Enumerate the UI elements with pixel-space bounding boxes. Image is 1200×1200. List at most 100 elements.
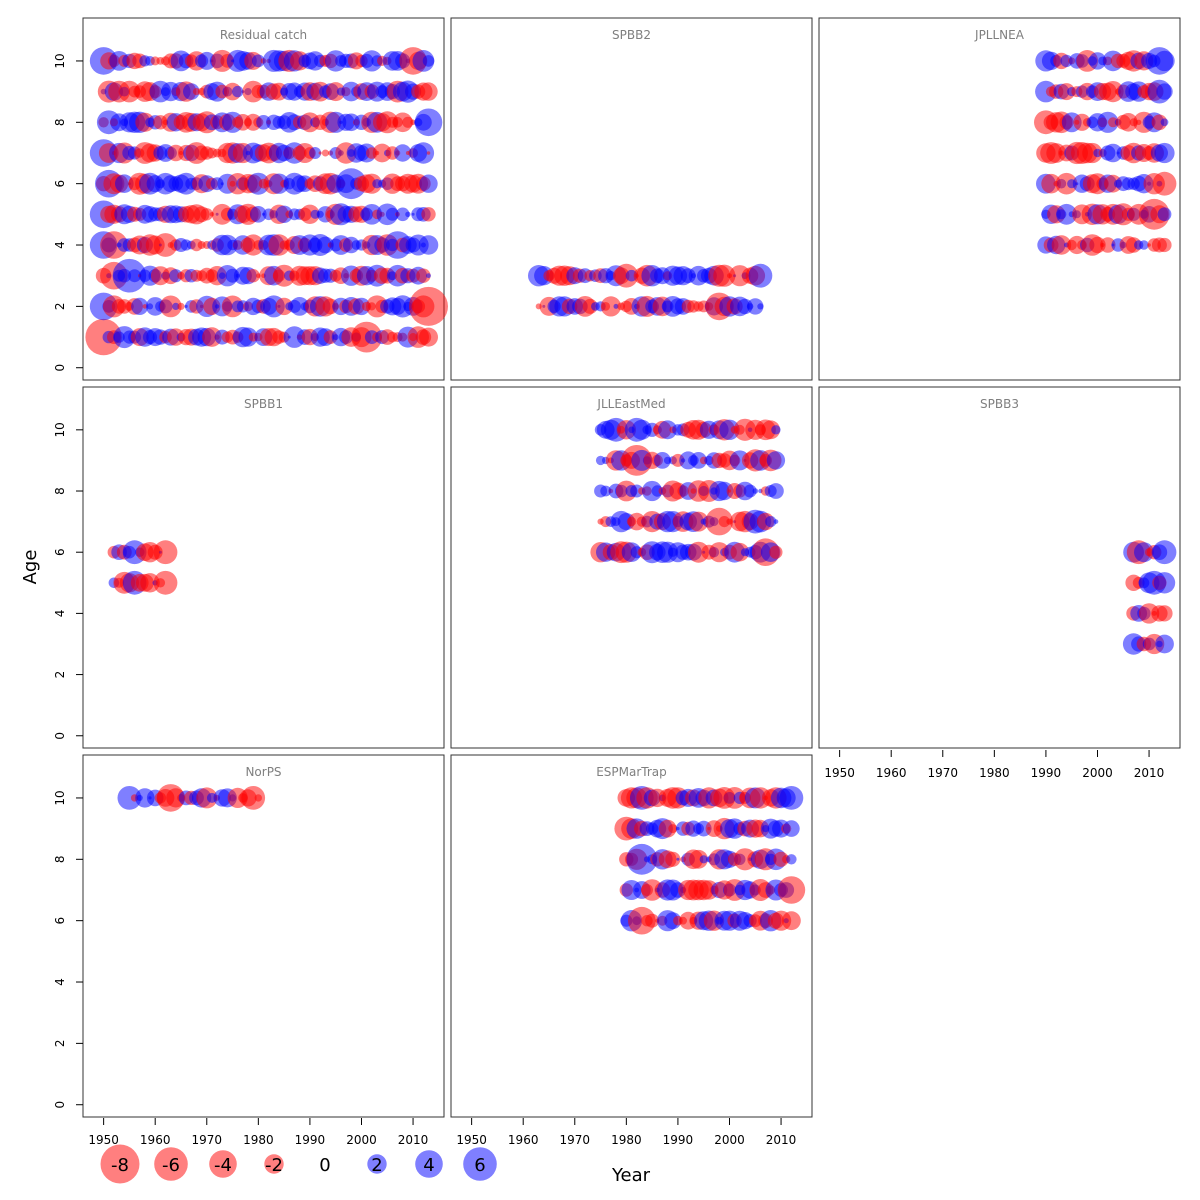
panel-title: JPLLNEA bbox=[974, 28, 1025, 42]
residual-bubble bbox=[426, 151, 431, 155]
x-tick-label: 1970 bbox=[191, 1133, 222, 1147]
residual-bubble bbox=[1119, 113, 1138, 132]
panel-frame bbox=[450, 17, 813, 381]
legend-bubble bbox=[367, 1154, 387, 1174]
panel: JLLEastMed bbox=[450, 386, 813, 749]
residual-bubble bbox=[361, 173, 382, 194]
residual-bubble bbox=[768, 483, 784, 499]
x-tick-label: 1970 bbox=[927, 766, 958, 780]
x-tick-label: 1980 bbox=[979, 766, 1010, 780]
residual-bubble bbox=[779, 786, 804, 810]
legend-bubble bbox=[100, 1144, 140, 1184]
residual-bubble bbox=[600, 296, 622, 317]
x-tick-label: 1990 bbox=[295, 1133, 326, 1147]
residual-bubble bbox=[131, 297, 149, 315]
residual-bubble bbox=[718, 516, 730, 528]
residual-bubble bbox=[748, 263, 773, 288]
y-tick-label: 4 bbox=[53, 241, 67, 249]
residual-bubble bbox=[326, 82, 346, 102]
panel: SPBB3 bbox=[818, 386, 1181, 749]
residual-bubble bbox=[713, 264, 736, 287]
residual-bubble bbox=[268, 173, 290, 194]
panel-title: SPBB3 bbox=[980, 397, 1019, 411]
legend-bubble bbox=[154, 1147, 188, 1181]
x-tick-label: 1950 bbox=[456, 1133, 487, 1147]
panel-title: Residual catch bbox=[220, 28, 307, 42]
residual-bubble bbox=[412, 142, 435, 164]
x-tick-label: 1990 bbox=[663, 1133, 694, 1147]
residual-bubble bbox=[361, 204, 383, 225]
residual-bubble bbox=[419, 82, 438, 101]
panel-title: SPBB2 bbox=[612, 28, 651, 42]
residual-bubble bbox=[1151, 114, 1168, 131]
residual-bubble bbox=[200, 208, 213, 221]
panel-frame bbox=[450, 386, 813, 749]
panel: NorPS bbox=[82, 754, 445, 1118]
residual-bubble bbox=[232, 85, 244, 98]
residual-bubble bbox=[135, 112, 155, 132]
residual-bubble bbox=[630, 484, 644, 498]
residual-bubble bbox=[719, 419, 740, 440]
residual-bubble bbox=[654, 452, 671, 469]
residual-bubble bbox=[786, 854, 797, 865]
residual-bubble bbox=[153, 233, 178, 257]
residual-bubble bbox=[372, 143, 392, 163]
legend-label: 4 bbox=[423, 1155, 434, 1176]
bubble-size-legend: -8 -6 -4 -2 0 2 4 6 bbox=[100, 1144, 497, 1184]
residual-bubble bbox=[1154, 142, 1175, 164]
residual-bubble bbox=[290, 297, 309, 316]
residual-bubble bbox=[1100, 237, 1116, 253]
residual-bubble bbox=[771, 425, 781, 435]
residual-bubble bbox=[668, 824, 678, 834]
x-tick-label: 2000 bbox=[346, 1133, 377, 1147]
panel-frame bbox=[818, 17, 1181, 381]
y-axis-label: Age bbox=[20, 550, 41, 585]
y-tick-label: 0 bbox=[53, 1101, 67, 1109]
residual-bubble bbox=[1088, 52, 1107, 70]
panel-title: ESPMarTrap bbox=[596, 765, 667, 779]
residual-bubble bbox=[177, 302, 185, 310]
residual-bubble bbox=[197, 51, 216, 70]
panel: SPBB2 bbox=[450, 17, 813, 381]
residual-bubble bbox=[249, 206, 267, 223]
residual-bubble bbox=[426, 273, 431, 279]
residual-bubble bbox=[1154, 50, 1175, 72]
residual-bubble bbox=[275, 297, 293, 316]
x-tick-label: 1980 bbox=[611, 1133, 642, 1147]
y-tick-label: 4 bbox=[53, 610, 67, 618]
legend-label: -6 bbox=[162, 1155, 180, 1176]
residual-bubble bbox=[1157, 237, 1172, 253]
panel-title: JLLEastMed bbox=[596, 397, 665, 411]
y-tick-label: 2 bbox=[53, 1040, 67, 1048]
residual-bubble bbox=[405, 211, 411, 217]
legend-label: -2 bbox=[265, 1155, 283, 1176]
residual-bubble bbox=[416, 268, 431, 283]
panel-title: SPBB1 bbox=[244, 397, 283, 411]
residual-bubble bbox=[699, 855, 708, 864]
legend-bubble bbox=[264, 1154, 284, 1174]
y-tick-label: 2 bbox=[53, 671, 67, 679]
x-tick-label: 1950 bbox=[88, 1133, 119, 1147]
residual-bubble bbox=[310, 209, 320, 219]
residual-bubble bbox=[757, 303, 764, 310]
residual-bubble bbox=[645, 913, 660, 928]
residual-bubble bbox=[242, 234, 264, 256]
residual-bubble bbox=[631, 419, 652, 440]
legend-bubble bbox=[209, 1150, 237, 1178]
residual-bubble bbox=[688, 511, 709, 532]
residual-bubble bbox=[761, 420, 781, 440]
x-tick-label: 1960 bbox=[508, 1133, 539, 1147]
y-tick-label: 2 bbox=[53, 303, 67, 311]
residual-bubble bbox=[169, 269, 183, 283]
residual-bubble bbox=[117, 786, 142, 810]
axes: 0 2 4 6 8 10 0 2 4 6 8 10 0 2 4 6 8 10 1950 1960 1970 1980 199… bbox=[53, 53, 1164, 1147]
panel-frame bbox=[450, 754, 813, 1118]
panel-frame bbox=[818, 386, 1181, 749]
panel-frame bbox=[82, 17, 445, 381]
residual-bubble bbox=[665, 851, 681, 867]
residual-bubble bbox=[689, 849, 708, 869]
x-tick-label: 1960 bbox=[140, 1133, 171, 1147]
residual-bubble bbox=[275, 205, 293, 223]
residual-bubble bbox=[317, 236, 334, 254]
x-tick-label: 1950 bbox=[824, 766, 855, 780]
